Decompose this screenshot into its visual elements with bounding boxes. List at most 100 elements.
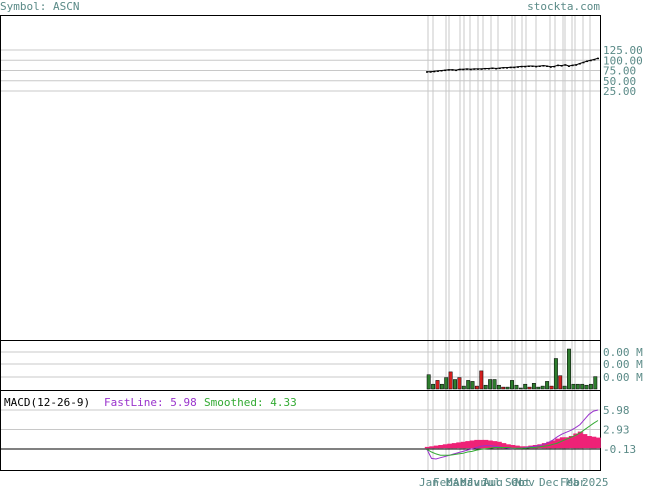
volume-bar [584,384,589,390]
macd-histogram-bar [460,441,466,449]
macd-histogram-bar [492,441,498,449]
symbol-label: Symbol: ASCN [0,0,80,13]
macd-grid [1,391,600,470]
macd-histogram-bar [478,439,484,449]
volume-y-tick-label: 0.00 M [603,346,643,359]
macd-histogram-bar [474,439,480,449]
volume-bar [505,386,510,390]
price-candle [484,67,487,70]
macd-histogram-bar [469,440,475,449]
price-candle [429,71,432,73]
macd-title: MACD(12-26-9) [4,396,90,409]
price-candle [498,67,501,70]
price-candle [440,70,443,72]
macd-histogram-bar [573,433,579,449]
macd-histogram-bar [595,437,601,449]
volume-bar [488,379,493,390]
volume-bar [431,383,436,390]
price-candle [491,67,494,70]
volume-bar [580,383,585,390]
macd-histogram-bar [514,445,520,449]
price-candle [564,64,567,66]
macd-fastline [426,409,599,460]
macd-histogram-bar [438,445,444,449]
price-candle [513,66,516,69]
macd-histogram-bar [456,442,462,449]
volume-bar [483,384,488,390]
macd-fastline-label: FastLine: 5.98 [104,396,197,409]
volume-bar [562,385,567,390]
macd-histogram-bar [510,445,516,449]
macd-histogram-bar [501,443,507,449]
volume-bar [461,385,466,390]
macd-axis: 5.98 2.93 -0.13 [603,404,636,456]
site-label[interactable]: stockta.com [527,0,600,13]
volume-y-tick-label: 0.00 M [603,371,643,384]
macd-histogram-bar [541,443,547,449]
x-tick-label: Feb [560,476,580,486]
macd-histogram-bar [465,441,471,449]
price-candle [556,64,559,67]
price-candle [524,65,527,68]
price-candle [487,67,490,70]
volume-bar [549,385,554,390]
price-candle [509,66,512,69]
volume-axis: 0.00 M0.00 M0.00 M [603,346,643,384]
macd-y-tick-label: 2.93 [603,423,630,436]
x-tick-label: Feb [433,476,453,486]
macd-panel-frame [0,390,601,471]
macd-histogram-bar [586,436,592,449]
volume-bar [540,385,545,390]
macd-histogram-bar [442,444,448,449]
price-candle [480,68,483,70]
macd-histogram-bar [559,437,565,449]
price-candle [444,69,447,72]
price-candle [535,65,538,68]
volume-y-tick-label: 0.00 M [603,358,643,371]
volume-bar [518,387,523,390]
price-y-tick-label: 100.00 [603,54,643,67]
volume-bar [444,377,449,390]
price-candle [553,65,556,68]
volume-bar [474,385,479,390]
volume-bar [496,384,501,390]
price-candle [476,68,479,70]
price-candle [578,63,581,65]
macd-histogram-bar [496,441,502,449]
macd-histogram-bar [577,431,583,449]
x-tick-label: May [460,476,480,486]
volume-bar [545,381,550,390]
macd-smoothed-line [426,420,599,456]
macd-histogram-bar [451,443,457,449]
macd-histogram-bar [429,446,435,449]
volume-bar [448,371,453,390]
price-candle [473,68,476,70]
x-tick-label: Nov [515,476,535,486]
price-candle [582,61,585,64]
macd-smoothed-label: Smoothed: 4.33 [204,396,297,409]
x-tick-label: Jun [467,476,487,486]
volume-bars [426,348,598,390]
price-candle [549,66,552,68]
volume-bar [426,374,431,390]
price-candle [495,67,498,70]
x-tick-label: Dec [539,476,559,486]
price-candle [538,65,541,67]
volume-bar [593,376,598,390]
volume-bar [531,383,536,390]
price-candle [436,70,439,72]
price-y-tick-label: 125.00 [603,44,643,57]
x-tick-label: 2025 [582,476,609,486]
macd-histogram-bar [537,444,543,449]
price-candle [575,64,578,66]
x-tick-label: Mar [446,476,466,486]
x-tick-label: Sep [505,476,525,486]
price-candle [466,68,469,70]
volume-bar [501,386,506,390]
price-series [426,57,599,73]
volume-bar [527,386,532,390]
price-candle [567,65,570,67]
